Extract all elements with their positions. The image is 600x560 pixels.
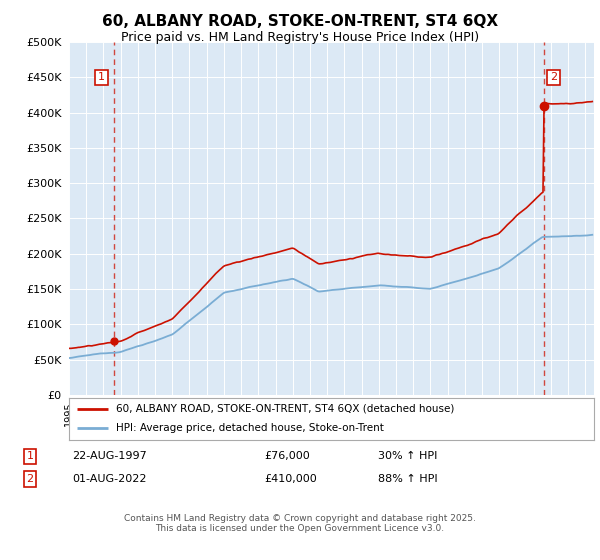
Text: 60, ALBANY ROAD, STOKE-ON-TRENT, ST4 6QX: 60, ALBANY ROAD, STOKE-ON-TRENT, ST4 6QX <box>102 14 498 29</box>
Text: 2: 2 <box>550 72 557 82</box>
Text: £410,000: £410,000 <box>264 474 317 484</box>
Text: 22-AUG-1997: 22-AUG-1997 <box>72 451 147 461</box>
Text: 30% ↑ HPI: 30% ↑ HPI <box>378 451 437 461</box>
Text: 2: 2 <box>26 474 34 484</box>
Text: 1: 1 <box>98 72 105 82</box>
Text: Price paid vs. HM Land Registry's House Price Index (HPI): Price paid vs. HM Land Registry's House … <box>121 31 479 44</box>
Text: Contains HM Land Registry data © Crown copyright and database right 2025.
This d: Contains HM Land Registry data © Crown c… <box>124 514 476 533</box>
Text: £76,000: £76,000 <box>264 451 310 461</box>
Text: 88% ↑ HPI: 88% ↑ HPI <box>378 474 437 484</box>
Text: 60, ALBANY ROAD, STOKE-ON-TRENT, ST4 6QX (detached house): 60, ALBANY ROAD, STOKE-ON-TRENT, ST4 6QX… <box>116 404 455 414</box>
Text: 01-AUG-2022: 01-AUG-2022 <box>72 474 146 484</box>
Text: HPI: Average price, detached house, Stoke-on-Trent: HPI: Average price, detached house, Stok… <box>116 423 384 433</box>
Text: 1: 1 <box>26 451 34 461</box>
